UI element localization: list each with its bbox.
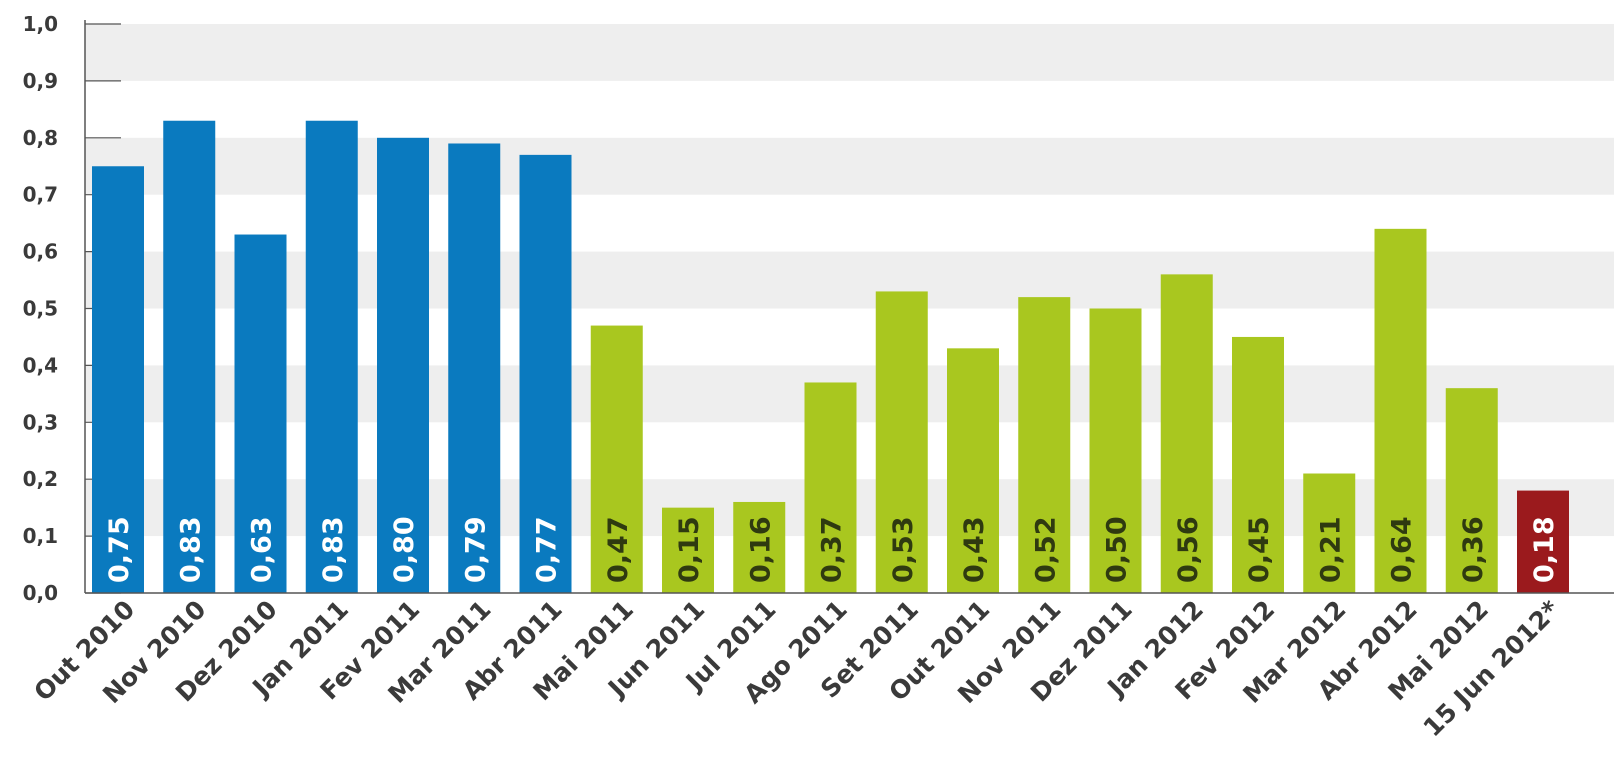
bar (1374, 228, 1427, 593)
bars (92, 120, 1569, 594)
data-label: 0,83 (318, 516, 349, 583)
bar (733, 501, 786, 593)
bar (377, 137, 429, 594)
data-label: 0,36 (1458, 516, 1489, 583)
data-label: 0,79 (460, 516, 491, 583)
y-tick-label: 1,0 (23, 12, 58, 36)
data-label: 0,15 (674, 516, 705, 583)
bar (875, 291, 928, 593)
bar (1517, 490, 1569, 593)
y-tick-label: 0,5 (23, 297, 58, 321)
data-label: 0,43 (959, 516, 990, 583)
bar (1160, 274, 1213, 593)
data-label: 0,47 (603, 516, 634, 583)
bar (1232, 336, 1284, 593)
y-axis: 0,0 0,1 0,2 0,3 0,4 0,5 0,6 0,7 0,8 0,9 1,0 (23, 12, 121, 605)
bar (1018, 297, 1071, 593)
bar (662, 507, 714, 593)
bar (947, 348, 999, 593)
y-tick-label: 0,0 (23, 581, 58, 605)
bar (448, 143, 501, 594)
data-label: 0,45 (1244, 516, 1275, 583)
y-tick-label: 0,7 (23, 183, 58, 207)
bar (590, 325, 643, 593)
bar (1303, 473, 1356, 593)
bar (163, 120, 216, 593)
data-label: 0,63 (247, 516, 278, 583)
grid-band (85, 24, 1614, 81)
data-label: 0,16 (745, 516, 776, 583)
data-label: 0,50 (1102, 516, 1133, 583)
y-tick-label: 0,1 (23, 524, 58, 548)
y-tick-label: 0,9 (23, 69, 58, 93)
data-label: 0,83 (175, 516, 206, 583)
data-label: 0,56 (1173, 516, 1204, 583)
y-tick-label: 0,2 (23, 467, 58, 491)
bar (519, 154, 572, 593)
bar (1445, 388, 1498, 593)
y-tick-label: 0,6 (23, 240, 58, 264)
data-label: 0,37 (817, 516, 848, 583)
data-label: 0,53 (888, 516, 919, 583)
data-label: 0,77 (532, 516, 563, 583)
bar (1089, 308, 1142, 593)
y-tick-label: 0,3 (23, 410, 58, 434)
data-label: 0,21 (1315, 516, 1346, 583)
bar (804, 382, 857, 593)
bar (305, 120, 358, 593)
bar (234, 234, 287, 593)
data-label: 0,64 (1387, 516, 1418, 583)
y-tick-label: 0,8 (23, 126, 58, 150)
data-labels: 0,75 0,83 0,63 0,83 0,80 0,79 0,77 0,47 0,15 0,16… (104, 516, 1560, 583)
data-label: 0,18 (1529, 516, 1560, 583)
data-label: 0,80 (389, 516, 420, 583)
bar (92, 166, 144, 593)
y-tick-label: 0,4 (23, 353, 58, 377)
data-label: 0,52 (1030, 516, 1061, 583)
data-label: 0,75 (104, 516, 135, 583)
